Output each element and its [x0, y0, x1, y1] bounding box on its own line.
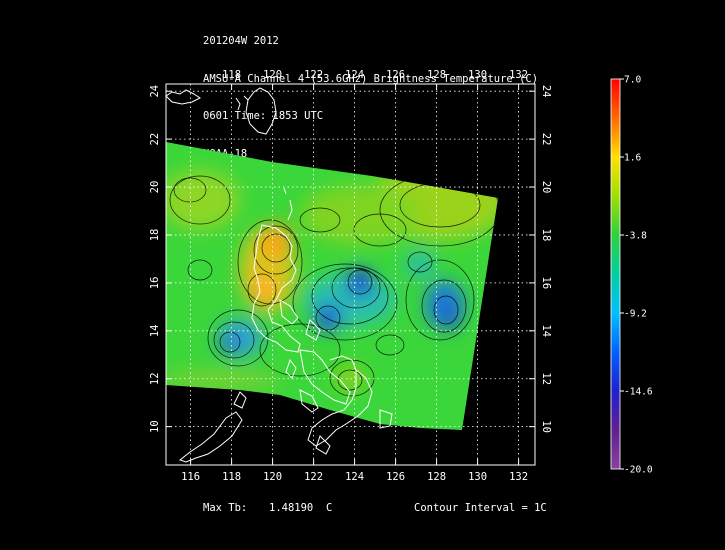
lat-label-right: 18: [540, 229, 552, 242]
lon-label-bottom: 116: [181, 471, 200, 483]
map-frame: [165, 83, 536, 466]
contour-lines: [169, 173, 498, 397]
lat-label-left: 20: [149, 181, 161, 194]
lat-label-left: 24: [149, 85, 161, 98]
lon-label-top: 118: [222, 69, 241, 81]
colorbar-label: 7.0: [624, 75, 641, 86]
lon-label-top: 126: [386, 69, 405, 81]
colorbar-gradient: [610, 78, 621, 470]
time-title: 0601 Time: 1853 UTC: [203, 110, 324, 122]
max-tb-unit: C: [326, 502, 333, 514]
colorbar: 7.0 1.6 -3.8 -9.2 -14.6 -20.0: [610, 75, 653, 476]
lat-label-left: 10: [149, 420, 161, 433]
lon-label-bottom: 120: [263, 471, 282, 483]
lon-label-bottom: 118: [222, 471, 241, 483]
colorbar-label: 1.6: [624, 153, 641, 164]
storm-id-title: 201204W 2012: [203, 35, 279, 47]
colorbar-label: -20.0: [624, 465, 653, 476]
lon-label-top: 120: [263, 69, 282, 81]
channel-title: AMSU-A Channel 4 (53.6GHz) Brightness Te…: [203, 72, 539, 85]
lat-label-right: 20: [540, 181, 552, 194]
lat-label-right: 22: [540, 133, 552, 146]
lon-label-top: 124: [345, 69, 364, 81]
lon-label-top: 122: [304, 69, 323, 81]
colorbar-label: -3.8: [624, 231, 647, 242]
lon-label-bottom: 130: [468, 471, 487, 483]
lat-label-right: 24: [540, 85, 552, 98]
lon-label-bottom: 124: [345, 471, 364, 483]
lon-label-bottom: 126: [386, 471, 405, 483]
lat-label-left: 18: [149, 229, 161, 242]
lat-label-left: 12: [149, 372, 161, 385]
lat-label-left: 22: [149, 133, 161, 146]
max-tb-value: 1.48190: [269, 502, 314, 514]
contour-interval: Contour Interval = 1C: [414, 502, 547, 514]
lat-label-left: 16: [149, 277, 161, 290]
lon-label-bottom: 128: [427, 471, 446, 483]
lat-label-left: 14: [149, 324, 161, 337]
lon-label-bottom: 132: [509, 471, 528, 483]
lon-label-top: 130: [468, 69, 487, 81]
lat-lon-grid: [166, 84, 535, 465]
max-tb-label: Max Tb:: [203, 502, 248, 514]
lat-label-right: 14: [540, 324, 552, 337]
lon-label-top: 128: [427, 69, 446, 81]
map-axes: 116 118 120 122 124 126 128 130 132 118 120 122 124 1…: [149, 69, 552, 483]
lat-label-right: 12: [540, 372, 552, 385]
colorbar-label: -9.2: [624, 309, 647, 320]
colorbar-label: -14.6: [624, 387, 653, 398]
lon-label-top: 132: [509, 69, 528, 81]
lat-label-right: 16: [540, 277, 552, 290]
lon-label-bottom: 122: [304, 471, 323, 483]
lat-label-right: 10: [540, 420, 552, 433]
